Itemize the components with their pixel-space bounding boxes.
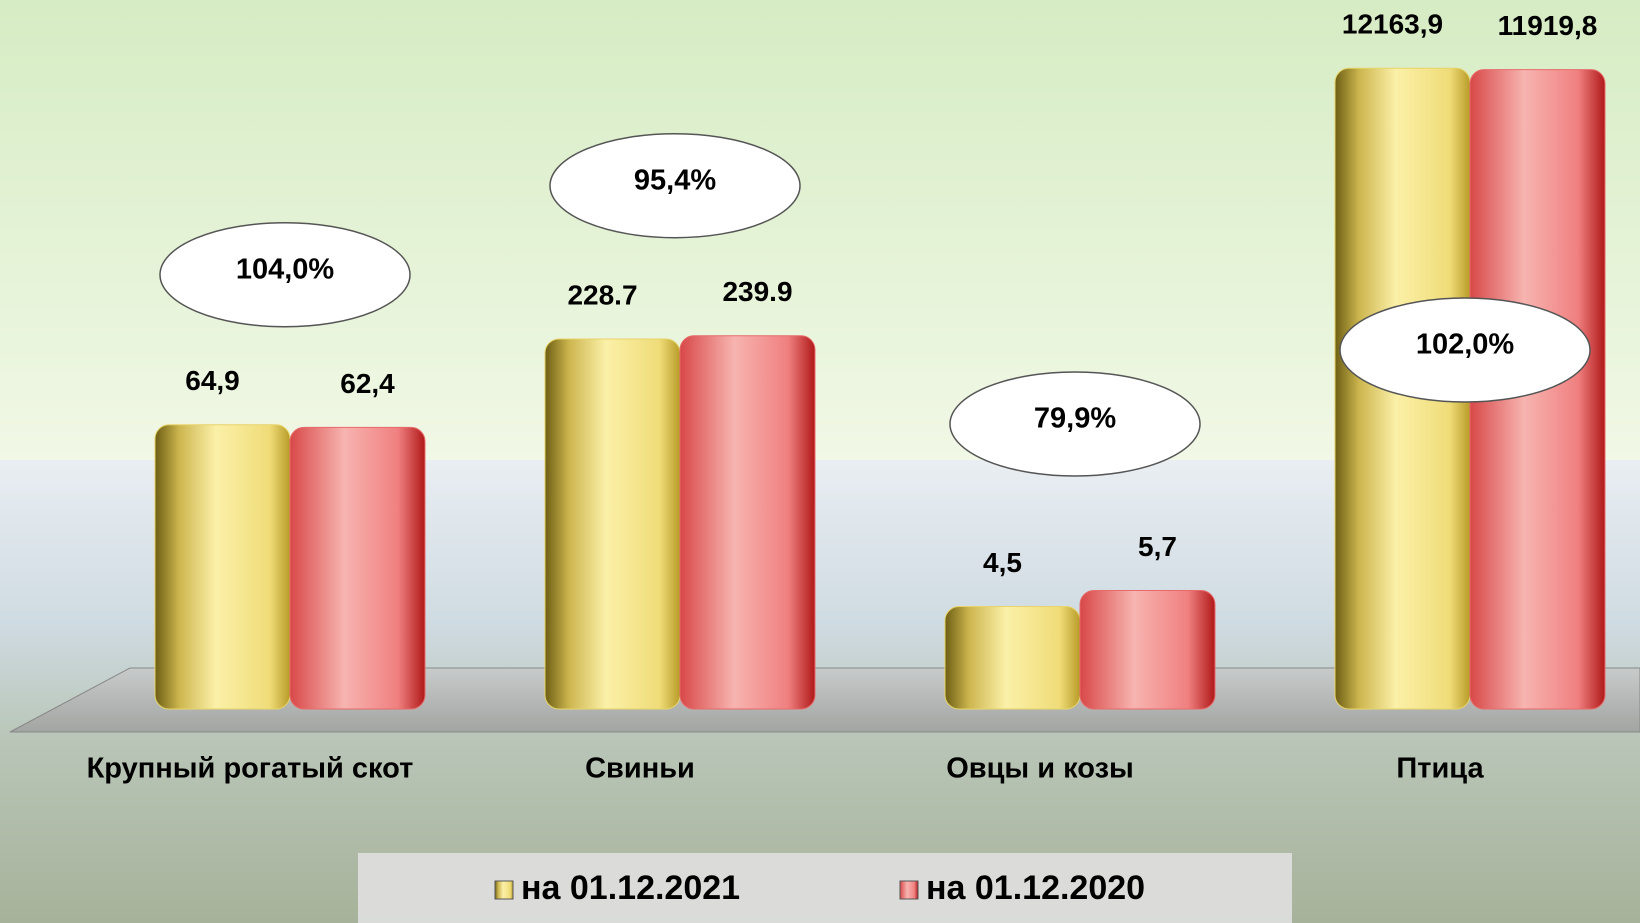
value-label: 62,4: [340, 368, 395, 399]
x-tick-label: Птица: [1396, 753, 1484, 785]
value-label: 228.7: [567, 279, 637, 310]
legend-swatch: [899, 880, 919, 900]
bar: [679, 335, 816, 710]
x-tick-label: Крупный рогатый скот: [87, 753, 414, 785]
value-label: 5,7: [1138, 531, 1177, 562]
ratio-label: 102,0%: [1416, 329, 1515, 361]
legend-swatch: [494, 880, 514, 900]
x-tick-label: Овцы и козы: [946, 753, 1134, 785]
ratio-label: 79,9%: [1034, 403, 1116, 435]
ratio-bubble: [949, 371, 1201, 477]
legend-label: на 01.12.2021: [521, 869, 740, 907]
ratio-bubble: [159, 222, 411, 328]
bar: [544, 338, 681, 710]
bar: [154, 424, 291, 710]
legend-box: [358, 853, 1292, 923]
value-label: 64,9: [185, 365, 240, 396]
bar: [944, 606, 1081, 710]
x-tick-label: Свиньи: [585, 753, 695, 785]
ratio-bubble: [1339, 297, 1591, 403]
value-label: 4,5: [983, 547, 1022, 578]
legend-label: на 01.12.2020: [926, 869, 1145, 907]
ratio-label: 95,4%: [634, 164, 716, 196]
ratio-bubble: [549, 132, 801, 239]
value-label: 239.9: [722, 276, 792, 307]
ratio-label: 104,0%: [236, 253, 335, 285]
bar: [289, 426, 426, 710]
bar: [1079, 589, 1216, 710]
value-label: 11919,8: [1498, 10, 1598, 41]
value-label: 12163,9: [1342, 9, 1443, 40]
